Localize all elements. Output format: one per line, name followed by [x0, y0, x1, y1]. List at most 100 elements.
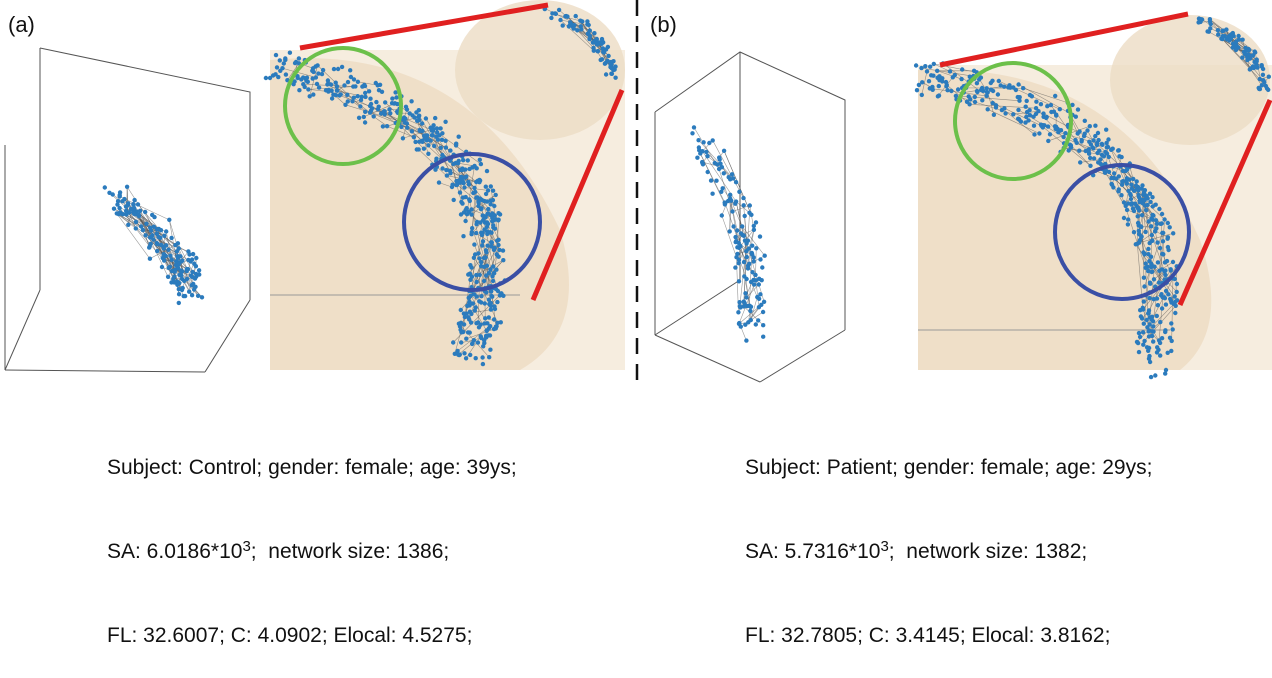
node — [445, 173, 449, 177]
node — [143, 233, 147, 237]
node — [1007, 83, 1011, 87]
node — [166, 248, 170, 252]
node — [588, 34, 592, 38]
node — [714, 179, 718, 183]
node — [1076, 107, 1080, 111]
node — [297, 88, 301, 92]
node — [1140, 316, 1144, 320]
node — [132, 198, 136, 202]
caption-text: SA: 6.0186*10 — [107, 540, 242, 563]
node — [132, 206, 136, 210]
node — [1088, 124, 1092, 128]
node — [443, 139, 447, 143]
node — [464, 337, 468, 341]
node — [107, 191, 111, 195]
node — [478, 197, 482, 201]
node — [433, 116, 437, 120]
node — [440, 166, 444, 170]
node — [461, 234, 465, 238]
node — [953, 73, 957, 77]
node — [730, 172, 734, 176]
node — [743, 214, 747, 218]
node — [1146, 311, 1150, 315]
node — [458, 328, 462, 332]
node — [413, 140, 417, 144]
node — [1046, 139, 1050, 143]
node — [568, 20, 572, 24]
node — [1144, 208, 1148, 212]
node — [452, 198, 456, 202]
node — [462, 351, 466, 355]
node — [1092, 156, 1096, 160]
node — [141, 228, 145, 232]
node — [469, 312, 473, 316]
node — [1142, 339, 1146, 343]
node — [337, 93, 341, 97]
node — [176, 256, 180, 260]
node — [448, 171, 452, 175]
node — [297, 56, 301, 60]
node — [468, 294, 472, 298]
node — [488, 324, 492, 328]
node — [480, 233, 484, 237]
node — [1145, 325, 1149, 329]
node — [276, 75, 280, 79]
node — [940, 79, 944, 83]
node — [462, 185, 466, 189]
node — [1145, 318, 1149, 322]
node — [1063, 131, 1067, 135]
node — [1126, 189, 1130, 193]
node — [155, 249, 159, 253]
node — [984, 94, 988, 98]
node — [927, 79, 931, 83]
node — [723, 200, 727, 204]
node — [368, 97, 372, 101]
node — [1116, 189, 1120, 193]
node — [126, 223, 130, 227]
node — [572, 26, 576, 30]
node — [606, 54, 610, 58]
node — [377, 88, 381, 92]
node — [1169, 268, 1173, 272]
node — [143, 210, 147, 214]
node — [372, 114, 376, 118]
node — [697, 148, 701, 152]
node — [1216, 28, 1220, 32]
node — [608, 62, 612, 66]
node — [707, 141, 711, 145]
node — [1076, 131, 1080, 135]
node — [945, 83, 949, 87]
node — [605, 59, 609, 63]
node — [470, 226, 474, 230]
node — [464, 356, 468, 360]
node — [496, 243, 500, 247]
node — [275, 65, 279, 69]
node — [157, 227, 161, 231]
node — [949, 89, 953, 93]
node — [486, 211, 490, 215]
node — [690, 131, 694, 135]
node — [492, 327, 496, 331]
node — [196, 294, 200, 298]
node — [468, 272, 472, 276]
node — [936, 94, 940, 98]
node — [557, 8, 561, 12]
node — [1046, 124, 1050, 128]
node — [479, 334, 483, 338]
node — [1120, 180, 1124, 184]
node — [353, 84, 357, 88]
node — [741, 196, 745, 200]
node — [168, 254, 172, 258]
node — [482, 265, 486, 269]
node — [362, 115, 366, 119]
node — [360, 84, 364, 88]
node — [1160, 252, 1164, 256]
node — [180, 259, 184, 263]
node — [739, 231, 743, 235]
node — [349, 75, 353, 79]
node — [1245, 58, 1249, 62]
node — [451, 340, 455, 344]
node — [757, 277, 761, 281]
node — [1172, 302, 1176, 306]
node — [1261, 73, 1265, 77]
